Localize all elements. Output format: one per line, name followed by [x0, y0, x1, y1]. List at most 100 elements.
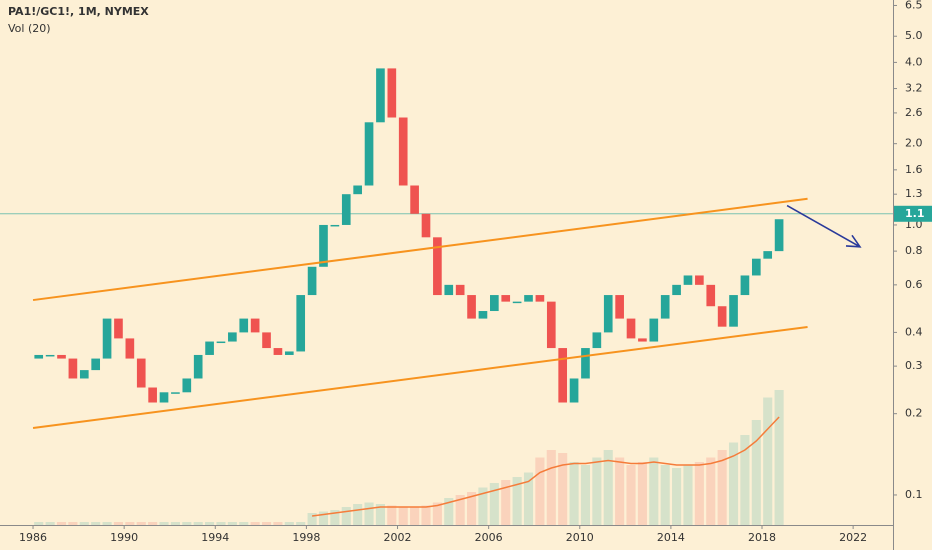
- volume-bar: [546, 450, 556, 525]
- volume-bar: [56, 522, 67, 525]
- volume-bar: [102, 522, 112, 525]
- candle: [421, 213, 431, 238]
- candle: [319, 224, 328, 267]
- candle: [535, 295, 545, 302]
- channel-line: [32, 197, 808, 302]
- volume-bar: [170, 522, 180, 525]
- candle: [524, 295, 533, 302]
- volume-bar: [216, 522, 226, 525]
- candle: [467, 295, 476, 319]
- candle: [364, 122, 374, 186]
- candle: [239, 318, 249, 333]
- volume-bar: [626, 465, 636, 525]
- y-tick-label: 0.8: [905, 244, 923, 257]
- volume-bar: [410, 507, 420, 525]
- volume-bar: [672, 468, 682, 525]
- y-tick-label: 0.6: [905, 278, 923, 291]
- candle: [330, 224, 340, 227]
- volume-bar: [774, 390, 784, 525]
- volume-bar: [125, 522, 135, 525]
- volume-bar: [683, 465, 693, 525]
- x-tick-label: 1994: [201, 531, 229, 544]
- volume-bar: [353, 504, 363, 525]
- candle: [729, 295, 738, 327]
- volume-bar: [523, 472, 534, 525]
- volume-bar: [467, 492, 477, 525]
- candle: [615, 295, 624, 319]
- volume-bar: [68, 522, 78, 525]
- volume-bar: [148, 522, 158, 525]
- volume-bar: [239, 522, 249, 525]
- candle: [68, 358, 78, 379]
- y-tick-label: 4.0: [905, 55, 923, 68]
- last-price-box: [894, 205, 932, 222]
- candle: [148, 387, 157, 403]
- volume-bar: [501, 480, 511, 525]
- candle: [603, 295, 613, 333]
- candle: [444, 284, 454, 296]
- candle: [717, 306, 727, 327]
- candle: [672, 284, 681, 296]
- candle: [34, 354, 44, 359]
- volume-bar: [444, 498, 454, 525]
- volume-bar: [751, 420, 761, 525]
- candle: [774, 219, 784, 252]
- volume-bar: [284, 522, 294, 525]
- candle: [649, 318, 659, 342]
- volume-bar: [706, 457, 716, 525]
- y-tick-label: 3.2: [905, 82, 923, 95]
- volume-bar: [375, 504, 385, 525]
- volume-bar: [34, 522, 44, 525]
- volume-bar: [182, 522, 192, 525]
- y-tick-label: 0.4: [905, 325, 923, 338]
- candle: [581, 348, 590, 379]
- x-tick-label: 1998: [292, 531, 320, 544]
- candle: [592, 332, 602, 349]
- volume-bar: [205, 522, 215, 525]
- candle: [501, 295, 511, 302]
- arrow: [786, 204, 862, 248]
- candle: [159, 392, 169, 403]
- volume-bar: [660, 465, 670, 525]
- volume-bar: [478, 487, 488, 525]
- candle: [125, 338, 135, 359]
- candle: [136, 358, 146, 388]
- volume-bar: [296, 522, 306, 525]
- x-tick-label: 2022: [839, 531, 867, 544]
- volume-bar: [592, 457, 602, 525]
- y-tick-label: 6.5: [905, 0, 923, 11]
- volume-bar: [273, 522, 283, 525]
- last-price-label: 1.1: [905, 207, 925, 220]
- candle: [216, 341, 226, 344]
- y-tick-label: 2.0: [905, 137, 923, 150]
- y-tick-label: 5.0: [905, 29, 923, 42]
- candle: [284, 351, 294, 355]
- y-tick-label: 1.3: [905, 187, 923, 200]
- x-tick-label: 1986: [19, 531, 47, 544]
- candle: [546, 301, 556, 349]
- volume-bar: [193, 522, 203, 525]
- y-tick-label: 0.2: [905, 407, 923, 420]
- volume-bar: [398, 507, 408, 525]
- candle: [262, 332, 271, 349]
- volume-bar: [580, 465, 591, 525]
- chart-title: PA1!/GC1!, 1M, NYMEX: [8, 5, 149, 18]
- candle: [490, 295, 499, 312]
- candle: [353, 185, 362, 195]
- candle: [228, 332, 237, 342]
- volume-bar: [159, 522, 169, 525]
- volume-bar: [717, 450, 727, 525]
- candle: [45, 354, 55, 357]
- candle: [171, 392, 180, 394]
- volume-bar: [694, 462, 704, 525]
- volume-bar: [318, 511, 329, 525]
- candle: [433, 237, 442, 296]
- volume-bar: [227, 522, 237, 525]
- volume-bar: [489, 483, 499, 525]
- volume-bar: [728, 442, 739, 525]
- volume-bar: [569, 462, 579, 525]
- volume-bar: [45, 522, 55, 525]
- candle: [626, 318, 636, 339]
- y-tick-label: 0.1: [905, 488, 923, 501]
